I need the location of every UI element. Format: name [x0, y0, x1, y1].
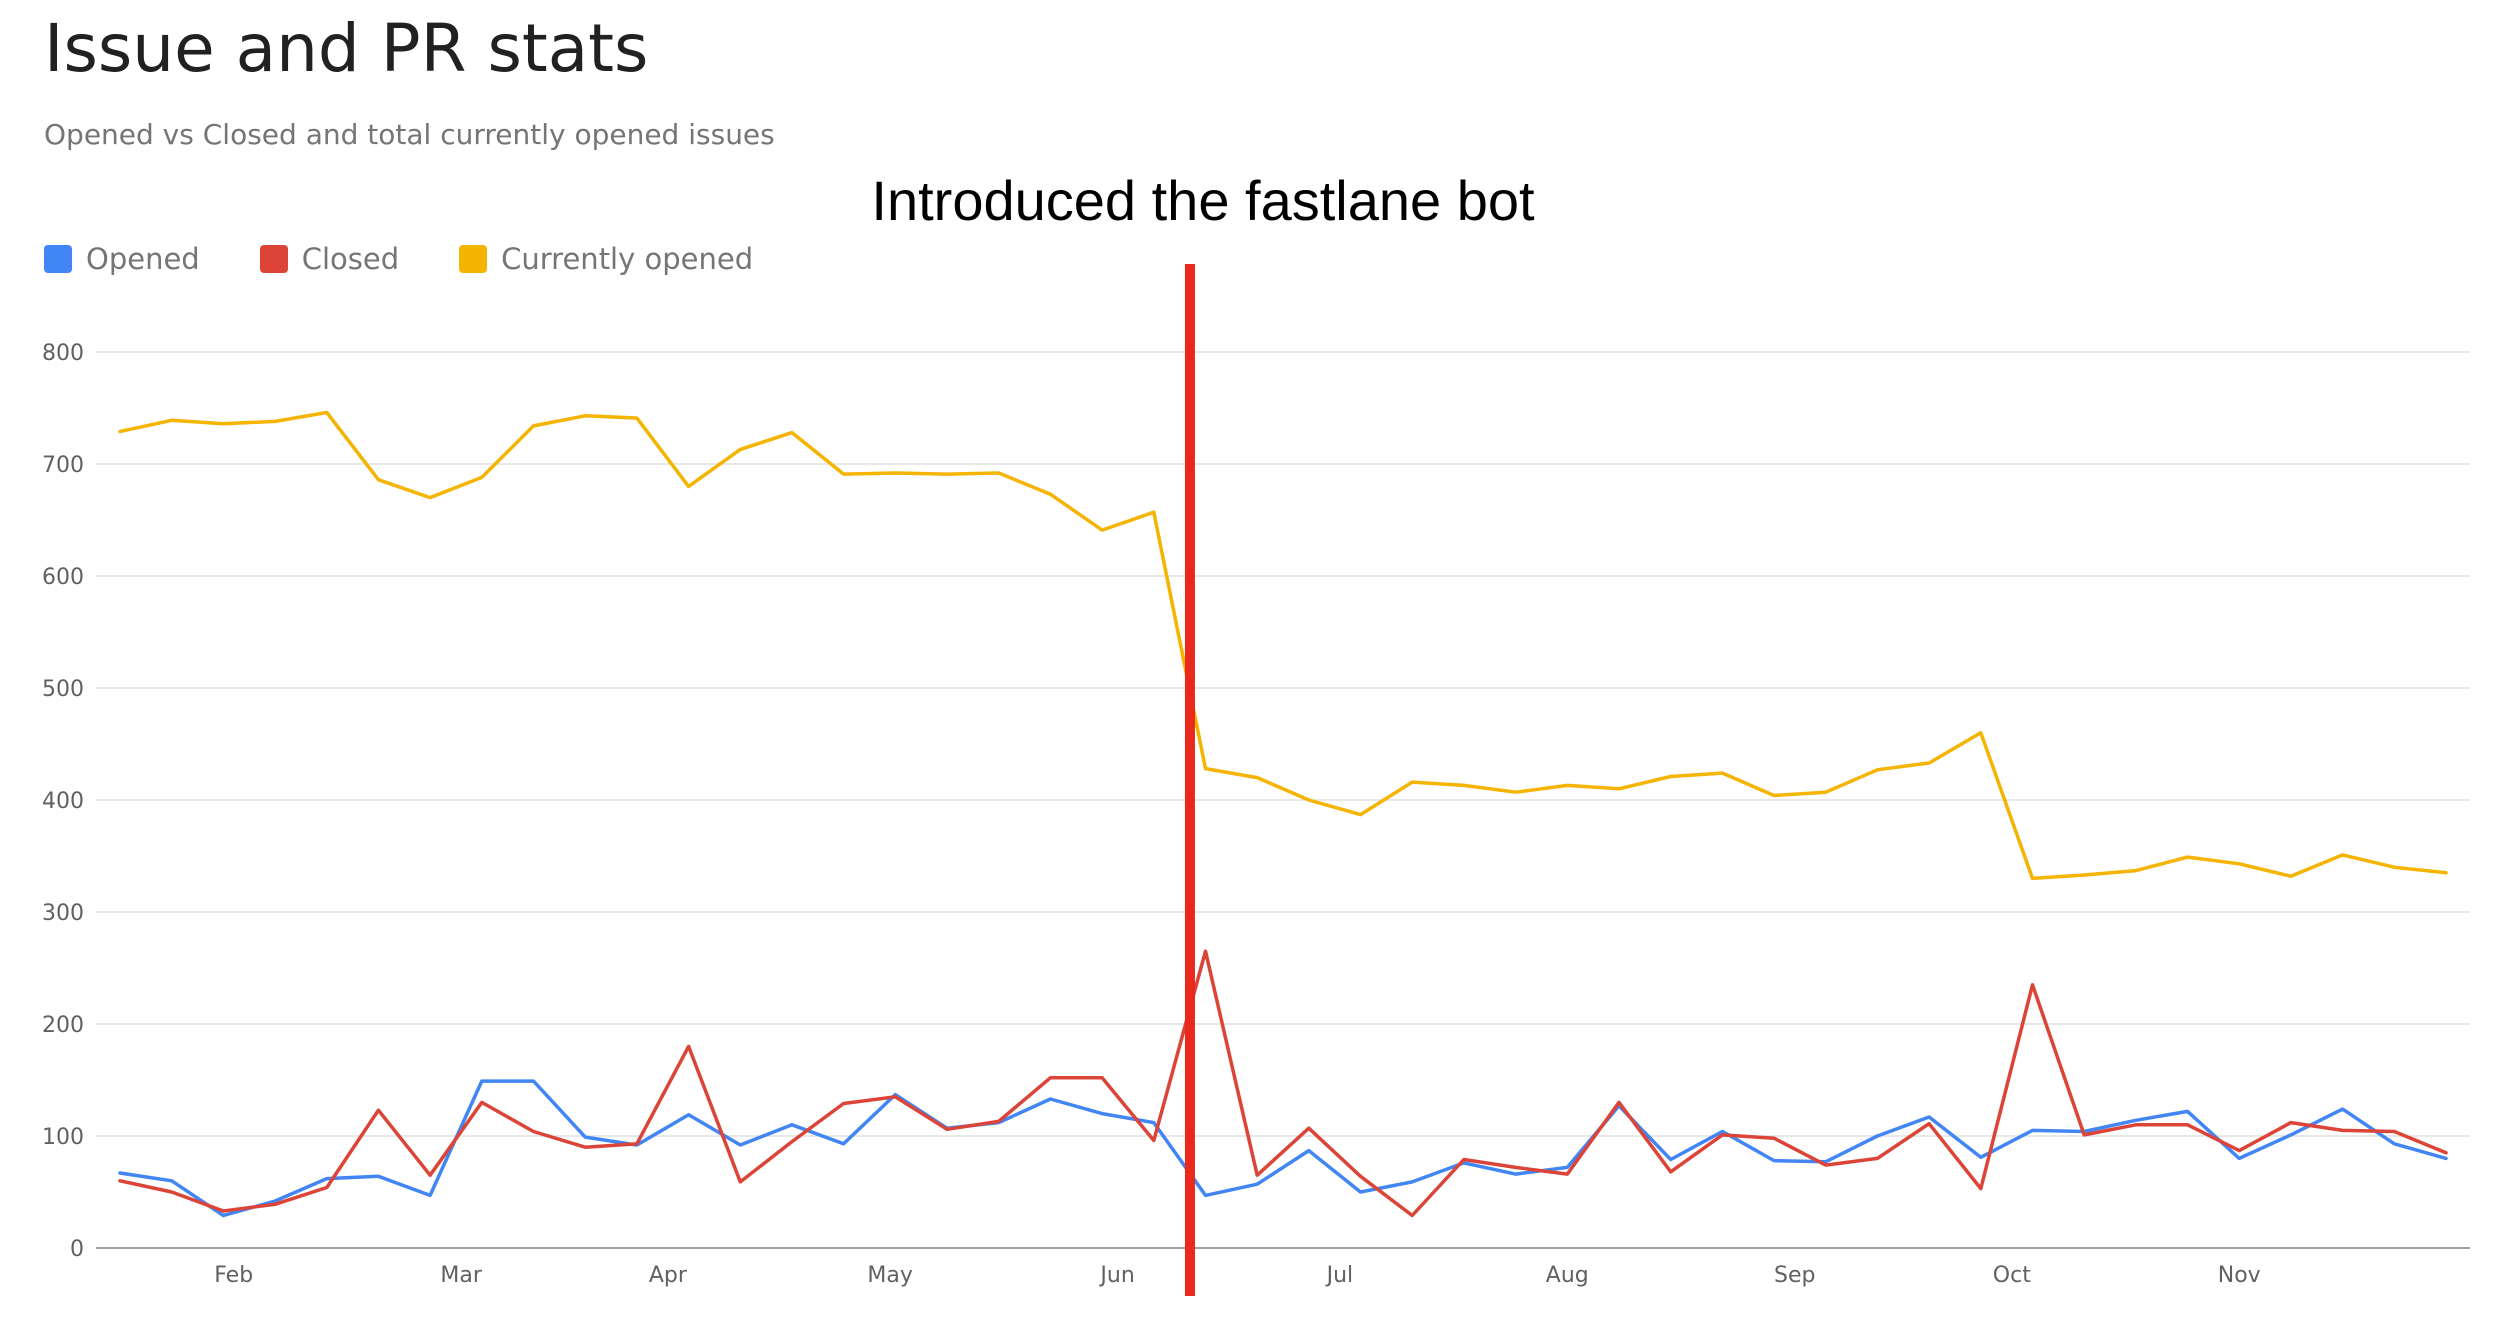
- x-tick-label: Nov: [2218, 1263, 2261, 1288]
- series-lines: [118, 410, 2448, 1218]
- page-subtitle: Opened vs Closed and total currently ope…: [44, 118, 775, 151]
- y-tick-label: 600: [42, 565, 84, 590]
- x-tick-label: Oct: [1993, 1263, 2031, 1288]
- gridlines: [96, 351, 2470, 1249]
- y-tick-label: 300: [42, 901, 84, 926]
- annotation-label: Introduced the fastlane bot: [871, 169, 1535, 232]
- legend-swatch-closed: [259, 245, 288, 273]
- x-axis-ticks: Feb Mar Apr May Jun Jul Aug Sep Oct Nov: [214, 1263, 2260, 1288]
- x-tick-label: Sep: [1774, 1263, 1815, 1288]
- y-tick-label: 800: [42, 341, 84, 366]
- legend-label-currently-opened: Currently opened: [501, 242, 754, 276]
- x-tick-label: Jul: [1325, 1263, 1354, 1288]
- legend-item-opened[interactable]: Opened: [44, 242, 200, 276]
- series-line-currently-opened: [118, 410, 2448, 881]
- legend-label-opened: Opened: [86, 242, 200, 276]
- series-line-opened: [118, 1079, 2448, 1218]
- legend-item-currently-opened[interactable]: Currently opened: [459, 242, 753, 276]
- y-tick-label: 400: [42, 789, 84, 814]
- legend-swatch-opened: [44, 245, 72, 273]
- legend-swatch-currently-opened: [459, 245, 488, 273]
- x-tick-label: Feb: [214, 1263, 253, 1288]
- y-tick-label: 700: [42, 453, 84, 478]
- y-tick-label: 0: [70, 1237, 84, 1262]
- x-tick-label: Jun: [1098, 1263, 1134, 1288]
- page-title: Issue and PR stats: [44, 10, 649, 87]
- legend-item-closed[interactable]: Closed: [259, 242, 400, 276]
- x-tick-label: Apr: [649, 1263, 688, 1288]
- y-tick-label: 500: [42, 677, 84, 702]
- y-tick-label: 100: [42, 1125, 84, 1150]
- legend-label-closed: Closed: [301, 242, 400, 276]
- x-tick-label: Aug: [1546, 1263, 1589, 1288]
- y-tick-label: 200: [42, 1013, 84, 1038]
- y-axis-ticks: 0 100 200 300 400 500 600 700 800: [42, 341, 84, 1262]
- series-line-closed: [118, 949, 2448, 1218]
- chart-legend: Opened Closed Currently opened: [44, 242, 813, 276]
- x-tick-label: May: [867, 1263, 912, 1288]
- x-tick-label: Mar: [440, 1263, 482, 1288]
